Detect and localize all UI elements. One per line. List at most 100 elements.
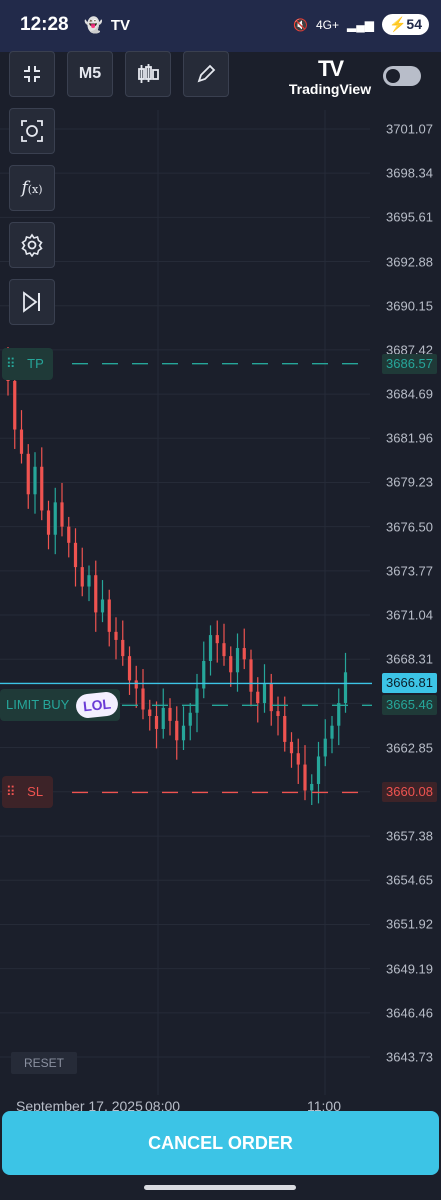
y-tick-label: 3698.34: [386, 165, 433, 181]
candle-body: [148, 709, 152, 716]
sl-order-label[interactable]: ⠿ SL: [2, 776, 53, 809]
y-tick-label: 3679.23: [386, 474, 433, 490]
status-time: 12:28: [20, 14, 69, 35]
fullscreen-button[interactable]: [9, 51, 55, 97]
candle-body: [40, 466, 44, 511]
limit-buy-price-tag: 3665.46: [382, 695, 437, 716]
candle-body: [296, 753, 300, 765]
y-tick-label: 3681.96: [386, 430, 433, 446]
y-tick-label: 3668.31: [386, 651, 433, 667]
status-bar: 12:28 👻 TV 🔇 4G+ ▂▄▆ ⚡54: [0, 0, 441, 52]
candle-body: [310, 783, 314, 791]
candle-body: [242, 648, 246, 660]
y-tick-label: 3684.69: [386, 386, 433, 402]
x-label-time-2: 11:00: [307, 1098, 341, 1114]
y-tick-label: 3690.15: [386, 298, 433, 314]
candle-body: [168, 707, 172, 721]
candle-body: [73, 542, 78, 568]
y-tick-label: 3692.88: [386, 254, 433, 270]
candle-body: [316, 756, 321, 784]
replay-button[interactable]: [9, 279, 55, 325]
candle-body: [114, 631, 118, 640]
y-tick-label: 3643.73: [386, 1049, 433, 1065]
pencil-icon: [197, 64, 216, 83]
candle-body: [13, 380, 17, 430]
candle-body: [154, 715, 159, 729]
tradingview-mark: TV: [317, 56, 344, 81]
status-left-icons: 👻 TV: [84, 16, 130, 34]
candle-body: [141, 688, 145, 710]
drag-handle-icon: ⠿: [6, 784, 16, 800]
candle-body: [19, 429, 24, 454]
candle-body: [67, 526, 71, 543]
candle-body: [337, 703, 341, 726]
cancel-order-button[interactable]: CANCEL ORDER: [2, 1111, 439, 1175]
skip-forward-icon: [23, 291, 40, 313]
signal-icon: ▂▄▆: [347, 17, 374, 32]
y-tick-label: 3673.77: [386, 563, 433, 579]
candle-body: [343, 672, 348, 704]
candle-body: [87, 575, 91, 587]
y-tick-label: 3649.19: [386, 961, 433, 977]
y-tick-label: 3651.92: [386, 916, 433, 932]
candle-body: [46, 510, 51, 535]
y-tick-label: 3654.65: [386, 872, 433, 888]
line-layer: [0, 362, 372, 794]
tradingview-icon: TV: [110, 17, 131, 34]
reset-button[interactable]: RESET: [11, 1052, 77, 1074]
tradingview-logo: TV TradingView: [288, 58, 372, 98]
candle-body: [161, 707, 165, 729]
collapse-icon: [24, 66, 40, 82]
candle-body: [303, 764, 307, 791]
grid-layer: [0, 110, 370, 1095]
theme-toggle[interactable]: [383, 66, 421, 86]
snapchat-icon: 👻: [84, 17, 103, 34]
candle-body: [94, 575, 98, 613]
status-right: 🔇 4G+ ▂▄▆ ⚡54: [293, 14, 429, 35]
drawing-button[interactable]: [183, 51, 229, 97]
x-label-time-1: 08:00: [145, 1098, 181, 1114]
candle-body: [181, 725, 186, 741]
interval-label: M5: [78, 65, 102, 82]
candle-body: [33, 466, 37, 495]
candle-body: [215, 635, 219, 644]
candle-body: [330, 725, 334, 739]
candle-body: [107, 599, 111, 632]
function-icon: f(x): [21, 178, 43, 198]
y-tick-label: 3657.38: [386, 828, 433, 844]
candle-body: [262, 683, 267, 704]
current-price-tag: 3666.81: [382, 673, 437, 694]
candle-body: [188, 712, 192, 726]
candle-body: [134, 680, 138, 689]
chart-svg: [0, 110, 372, 1095]
y-tick-label: 3695.61: [386, 209, 433, 225]
candle-body: [195, 688, 199, 713]
network-type: 4G+: [316, 17, 340, 32]
tp-order-label[interactable]: ⠿ TP: [2, 347, 53, 380]
y-tick-label: 3676.50: [386, 519, 433, 535]
settings-button[interactable]: [9, 222, 55, 268]
mute-icon: 🔇: [293, 17, 308, 32]
candle-body: [269, 683, 273, 712]
sl-price-tag: 3660.08: [382, 782, 437, 803]
candle-body: [127, 656, 132, 681]
chart-type-button[interactable]: [125, 51, 171, 97]
tradingview-name: TradingView: [288, 81, 372, 97]
y-tick-label: 3701.07: [386, 121, 433, 137]
interval-button[interactable]: M5: [67, 51, 113, 97]
candle-body: [208, 635, 213, 661]
candle-body: [202, 660, 206, 689]
chart-area[interactable]: 3701.07 3698.34 3695.61 3692.88 3690.15 3687.…: [0, 52, 441, 1112]
y-tick-label: 3646.46: [386, 1005, 433, 1021]
candle-body: [222, 643, 226, 657]
crosshair-icon: [21, 120, 43, 142]
indicators-button[interactable]: f(x): [9, 165, 55, 211]
candle-body: [26, 453, 30, 495]
candlestick-icon: [138, 64, 159, 83]
gear-icon: [21, 233, 43, 257]
y-tick-label: 3662.85: [386, 740, 433, 756]
candle-body: [229, 656, 233, 673]
crosshair-button[interactable]: [9, 108, 55, 154]
y-tick-label: 3671.04: [386, 607, 433, 623]
candle-body: [175, 720, 179, 741]
